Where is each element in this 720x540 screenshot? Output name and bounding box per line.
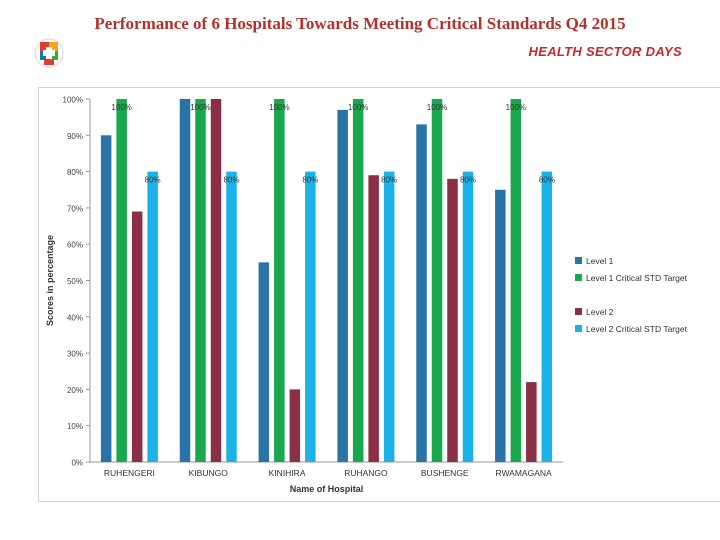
x-tick-label: RUHANGO	[344, 468, 388, 478]
legend-label-4: Level 2 Critical STD Target	[586, 324, 688, 334]
bar-chart: 0% 10% 20% 30% 40% 50% 60% 70% 80% 90% 100% 100% 80%…	[38, 87, 720, 502]
health-sector-logo-icon	[34, 38, 64, 68]
data-label: 100%	[427, 103, 447, 112]
data-label: 100%	[190, 103, 210, 112]
x-tick-label: RUHENGERI	[104, 468, 155, 478]
legend-label-2: Level 1 Critical STD Target	[586, 273, 688, 283]
bar-kinihira-series-4	[305, 171, 316, 462]
x-tick-label: KIBUNGO	[189, 468, 229, 478]
bar-kibungo-series-1	[179, 99, 191, 462]
bar-kibungo-series-3	[210, 99, 222, 462]
data-label: 100%	[269, 103, 289, 112]
y-tick-label: 30%	[67, 350, 83, 359]
bar-bushenge-series-1	[416, 124, 427, 462]
data-label: 80%	[223, 176, 239, 185]
y-tick-label: 20%	[67, 386, 83, 395]
data-label: 80%	[381, 176, 397, 185]
bar-bushenge-series-4	[462, 171, 474, 462]
page-title: Performance of 6 Hospitals Towards Meeti…	[94, 14, 626, 33]
bar-rwamagana-series-2	[510, 99, 522, 462]
y-tick-label: 90%	[67, 132, 83, 141]
bar-ruhengeri-series-4	[147, 171, 158, 462]
y-tick-label: 40%	[67, 313, 83, 322]
bar-kibungo-series-2	[195, 99, 206, 462]
legend-label-1: Level 1	[586, 256, 614, 266]
data-label: 80%	[539, 176, 555, 185]
data-label: 100%	[348, 103, 368, 112]
y-tick-label: 10%	[67, 422, 83, 431]
bar-kinihira-series-1	[258, 262, 270, 462]
bar-rwamagana-series-4	[541, 171, 553, 462]
x-axis-title: Name of Hospital	[290, 484, 364, 494]
bar-ruhengeri-series-2	[116, 99, 127, 462]
legend-swatch-1	[575, 257, 582, 264]
x-tick-label: KINIHIRA	[269, 468, 306, 478]
data-label: 80%	[145, 176, 161, 185]
data-label: 100%	[506, 103, 526, 112]
x-tick-label: BUSHENGE	[421, 468, 469, 478]
y-tick-label: 50%	[67, 277, 83, 286]
y-tick-label: 70%	[67, 204, 83, 213]
x-tick-label: RWAMAGANA	[495, 468, 552, 478]
bar-kinihira-series-2	[274, 99, 285, 462]
data-label: 80%	[460, 176, 476, 185]
brand-logo-text: HEALTH SECTOR DAYS	[528, 44, 682, 59]
bar-rwamagana-series-1	[495, 189, 506, 462]
y-tick-label: 60%	[67, 241, 83, 250]
chart-container: 0% 10% 20% 30% 40% 50% 60% 70% 80% 90% 100% 100% 80%…	[38, 87, 720, 502]
legend-swatch-2	[575, 274, 582, 281]
bar-bushenge-series-2	[431, 99, 443, 462]
bar-kibungo-series-4	[226, 171, 237, 462]
bar-ruhengeri-series-1	[100, 135, 112, 463]
y-axis-title: Scores in percentage	[45, 235, 55, 326]
legend-swatch-4	[575, 325, 582, 332]
bar-ruhengeri-series-3	[131, 211, 143, 462]
legend-swatch-3	[575, 308, 582, 315]
bar-ruhango-series-1	[337, 109, 348, 462]
legend-label-3: Level 2	[586, 307, 614, 317]
data-label: 100%	[111, 103, 131, 112]
y-tick-label: 0%	[71, 459, 83, 468]
data-label: 80%	[302, 176, 318, 185]
bar-ruhango-series-4	[383, 171, 395, 462]
y-tick-label: 100%	[63, 96, 83, 105]
bar-rwamagana-series-3	[526, 382, 537, 462]
bar-ruhango-series-3	[368, 175, 379, 462]
bar-kinihira-series-3	[289, 389, 301, 462]
bar-ruhango-series-2	[352, 99, 364, 462]
bar-bushenge-series-3	[447, 178, 458, 463]
y-tick-label: 80%	[67, 168, 83, 177]
